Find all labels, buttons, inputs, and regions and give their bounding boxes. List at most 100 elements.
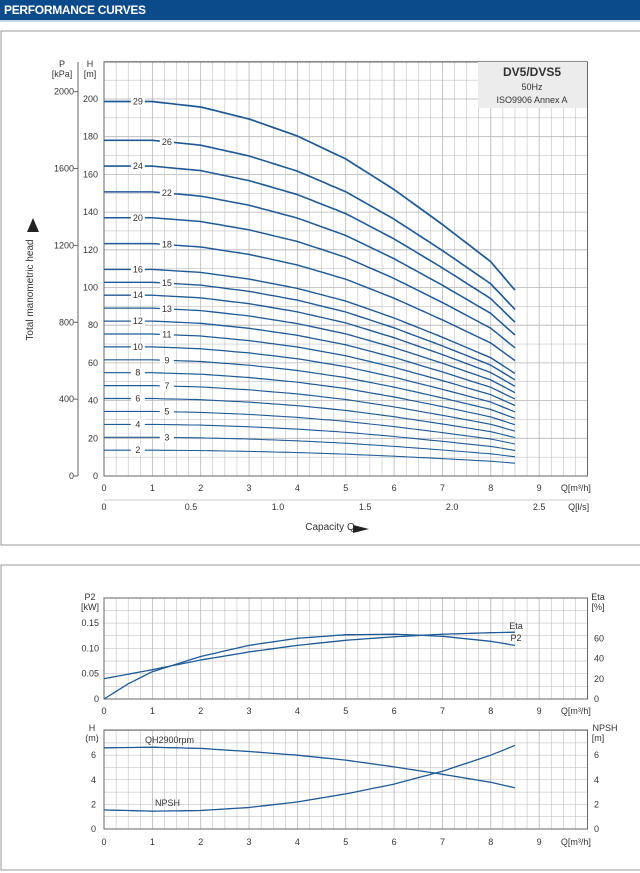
y-tick-label: 80 [88, 320, 98, 330]
stage-label: 24 [133, 161, 143, 171]
stage-label-bg [159, 278, 174, 289]
plot-border [103, 597, 588, 700]
h-tick-label: 0 [91, 824, 96, 834]
section-header: PERFORMANCE CURVES [0, 0, 640, 22]
stage-label-bg [130, 290, 145, 301]
x-tick-label: 3 [247, 837, 252, 847]
x2-tick-label: 2.5 [533, 502, 546, 512]
y-tick-label: 100 [83, 283, 98, 293]
h-tick-label: 6 [91, 750, 96, 760]
p2-tick-label: 0.05 [81, 669, 99, 679]
npsh-tick-label: 6 [594, 750, 599, 760]
stage-label: 11 [162, 330, 171, 340]
stage-label-bg [130, 264, 145, 275]
npsh-tick-label: 0 [594, 824, 599, 834]
plot-border [103, 729, 588, 830]
eta-label: Eta [509, 621, 523, 631]
p-tick-label: 1600 [54, 164, 74, 174]
stage-label: 8 [135, 368, 140, 378]
series-p2 [103, 631, 516, 680]
stage-label: 18 [162, 240, 172, 250]
x-tick-label: 2 [198, 837, 203, 847]
stage-label: 3 [164, 432, 169, 442]
x-tick-label: 7 [440, 837, 445, 847]
eta-tick-label: 60 [594, 633, 604, 643]
stage-curve-29 [104, 100, 516, 291]
y-tick-label: 60 [88, 358, 98, 368]
p2-tick-label: 0.10 [81, 643, 99, 653]
stage-label: 26 [162, 137, 172, 147]
stage-label-bg [159, 303, 174, 314]
x-tick-label: 8 [488, 837, 493, 847]
x2-tick-label: 1.5 [359, 502, 372, 512]
x-unit: Q[m³/h] [561, 706, 591, 716]
stage-label: 10 [133, 342, 143, 352]
p-tick-label: 1200 [54, 240, 74, 250]
p-tick-label: 800 [59, 317, 74, 327]
stage-label: 15 [162, 278, 172, 288]
x-tick-label: 9 [537, 483, 542, 493]
stage-curve-6 [104, 397, 516, 439]
y-tick-label: 180 [83, 132, 98, 142]
x-tick-label: 0 [101, 483, 106, 493]
p-tick-label: 2000 [54, 87, 74, 97]
x2-tick-label: 0 [101, 502, 106, 512]
x-tick-label: 5 [343, 483, 348, 493]
x-tick-label: 5 [343, 837, 348, 847]
h-axis-label: H [87, 59, 94, 69]
x-axis-title: Capacity Q [305, 522, 355, 533]
x-tick-label: 2 [198, 706, 203, 716]
npsh-axis-label: NPSH [592, 723, 617, 733]
stage-label-bg [159, 136, 174, 147]
p2-tick-label: 0 [94, 694, 99, 704]
h-tick-label: 4 [91, 775, 96, 785]
stage-label: 2 [135, 445, 140, 455]
npsh-axis-unit: [m] [592, 733, 605, 743]
arrow-up-icon [27, 218, 39, 232]
y-tick-label: 40 [88, 396, 98, 406]
stage-label: 22 [162, 188, 172, 198]
x-tick-label: 4 [295, 837, 300, 847]
eta-tick-label: 0 [594, 694, 599, 704]
stage-label: 6 [135, 394, 140, 404]
stage-label: 29 [133, 97, 143, 107]
stage-label-bg [130, 316, 145, 327]
stage-label-bg [130, 445, 145, 456]
x-tick-label: 9 [537, 706, 542, 716]
y-tick-label: 120 [83, 245, 98, 255]
npsh-tick-label: 2 [594, 799, 599, 809]
stage-curve-8 [104, 372, 516, 426]
stage-label: 20 [133, 213, 143, 223]
p2-axis-unit: [kW] [81, 602, 99, 612]
model-box [478, 62, 587, 108]
x2-tick-label: 1.0 [272, 502, 285, 512]
x2-tick-label: 0.5 [185, 502, 198, 512]
stage-label-bg [159, 239, 174, 250]
x-tick-label: 6 [392, 483, 397, 493]
x-tick-label: 0 [101, 837, 106, 847]
y-axis-title: Total manometric head [25, 239, 36, 340]
npsh-tick-label: 4 [594, 775, 599, 785]
x-tick-label: 7 [440, 483, 445, 493]
x-tick-label: 6 [392, 837, 397, 847]
frequency: 50Hz [521, 82, 543, 92]
x-tick-label: 1 [150, 837, 155, 847]
p-axis-label: P [59, 59, 65, 69]
stage-label-bg [130, 341, 145, 352]
stage-label-bg [130, 212, 145, 223]
stage-label: 13 [162, 304, 172, 314]
eta-axis-label: Eta [591, 592, 605, 602]
series-qh2900rpm [104, 746, 516, 789]
stage-label-bg [130, 161, 145, 172]
x-tick-label: 9 [537, 837, 542, 847]
standard: ISO9906 Annex A [496, 95, 567, 105]
stage-curve-4 [104, 423, 516, 451]
stage-label: 12 [133, 316, 143, 326]
stage-label: 16 [133, 264, 143, 274]
eta-tick-label: 40 [594, 654, 604, 664]
stage-curve-12 [104, 320, 516, 400]
p-axis-unit: [kPa] [52, 69, 73, 79]
stage-label: 9 [164, 355, 169, 365]
stage-curve-2 [104, 449, 516, 464]
